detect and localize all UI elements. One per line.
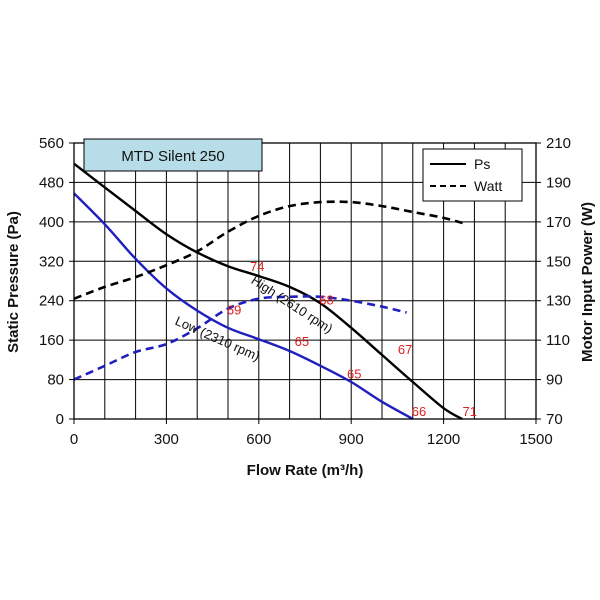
x-tick-label: 900 — [339, 431, 364, 448]
low-watt-line — [73, 295, 407, 381]
title-box: MTD Silent 250 — [83, 138, 263, 172]
legend-ps-label: Ps — [474, 156, 490, 172]
noise-level-label: 74 — [250, 259, 264, 274]
y2-tick-label: 190 — [546, 174, 571, 191]
y-axis-title: Static Pressure (Pa) — [5, 211, 22, 353]
noise-level-label: 65 — [295, 334, 309, 349]
x-axis-title: Flow Rate (m³/h) — [247, 462, 364, 479]
noise-level-label: 66 — [412, 404, 426, 419]
y-tick-label: 0 — [56, 411, 64, 428]
y2-tick-label: 150 — [546, 253, 571, 270]
legend-watt-label: Watt — [474, 178, 502, 194]
noise-level-label: 71 — [463, 404, 477, 419]
legend: Ps Watt — [422, 148, 523, 202]
y-tick-label: 560 — [39, 135, 64, 152]
plot-frame — [73, 142, 537, 420]
y-tick-label: 240 — [39, 293, 64, 310]
x-tick-label: 1500 — [519, 431, 552, 448]
noise-level-label: 68 — [319, 293, 333, 308]
x-tick-label: 300 — [154, 431, 179, 448]
high-watt-line — [73, 200, 466, 300]
y-tick-label: 480 — [39, 174, 64, 191]
y2-tick-label: 210 — [546, 135, 571, 152]
y-tick-label: 320 — [39, 253, 64, 270]
noise-level-label: 69 — [227, 303, 241, 318]
y2-tick-label: 170 — [546, 214, 571, 231]
y-tick-label: 80 — [47, 372, 64, 389]
noise-level-label: 65 — [347, 367, 361, 382]
y2-tick-label: 110 — [546, 332, 570, 349]
x-tick-label: 600 — [246, 431, 271, 448]
y2-tick-label: 90 — [546, 372, 563, 389]
y-tick-label: 160 — [39, 332, 64, 349]
ticks-layer: 0 80 160 240 320 400 480 560 70 90 110 130 150 170 190… — [39, 135, 571, 448]
x-tick-label: 1200 — [427, 431, 460, 448]
noise-level-label: 67 — [398, 342, 412, 357]
high-ps-line — [73, 162, 463, 421]
y2-tick-label: 130 — [546, 293, 571, 310]
low-ps-line — [73, 192, 414, 421]
chart-title: MTD Silent 250 — [121, 148, 224, 165]
x-tick-label: 0 — [70, 431, 78, 448]
series-layer — [73, 162, 466, 421]
y2-tick-label: 70 — [546, 411, 563, 428]
y-tick-label: 400 — [39, 214, 64, 231]
y2-axis-title: Motor Input Power (W) — [579, 202, 596, 362]
